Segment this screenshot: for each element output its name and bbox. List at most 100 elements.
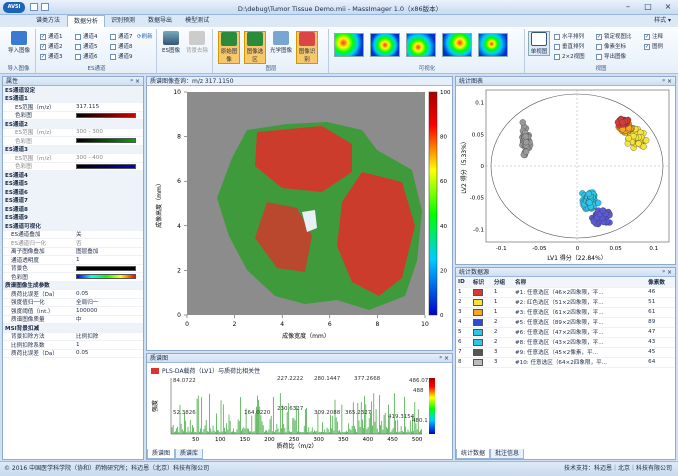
property-row[interactable]: ES通道2 <box>3 120 143 129</box>
property-row[interactable]: 质谱图像生成参数 <box>3 281 143 290</box>
table-row[interactable]: 7 3 #9: 任意选区（45×2像素，平... 45 <box>456 347 675 357</box>
property-row[interactable]: ES通道3 <box>3 145 143 154</box>
property-value[interactable] <box>73 163 143 169</box>
property-value[interactable]: 300 - 400 <box>76 154 103 161</box>
spectrum-pin-icon[interactable]: ᵖ × <box>439 355 449 362</box>
property-row[interactable]: 背景扣除方法 比例扣除 <box>3 333 143 341</box>
channel-5-checkbox[interactable]: 通道5 <box>75 42 98 50</box>
property-value[interactable]: 比例扣除 <box>76 334 99 341</box>
optical-image-button[interactable]: 光学图像 <box>270 31 292 54</box>
property-row[interactable]: 色彩图 <box>3 273 143 282</box>
lock-ratio-checkbox[interactable]: ✓ 锁定视图比 <box>596 33 632 40</box>
table-header[interactable]: 标识 <box>472 279 485 286</box>
tab-0[interactable]: 谱类方法 <box>36 17 61 24</box>
table-header[interactable]: ID <box>458 278 465 285</box>
property-row[interactable]: 色彩图 <box>3 137 143 146</box>
property-row[interactable]: 背景色 <box>3 265 143 273</box>
property-row[interactable]: ES通道7 <box>3 196 143 205</box>
scores-plot[interactable]: -0.1 -0.05 0 0.05 0.1 0.1 0.05 0 -0.05 -0.1 LV2 得… <box>456 86 675 264</box>
colormap-thumb-2[interactable] <box>370 33 400 57</box>
legend-checkbox[interactable]: ✓ 图例 <box>644 43 664 50</box>
table-row[interactable]: 6 2 #8: 任意选区（43×2四象限，平... 43 <box>456 337 675 347</box>
channel-1-checkbox[interactable]: ✓ 通道1 <box>40 33 63 40</box>
property-value[interactable]: 100000 <box>76 307 98 314</box>
channel-2-checkbox[interactable]: ✓ 通道2 <box>40 43 63 50</box>
spectrum-tab[interactable]: 质谱图 <box>147 449 176 459</box>
property-row[interactable]: ES通道叠加 关 <box>3 231 143 239</box>
property-row[interactable]: 强度阈值（int.） 100000 <box>3 307 143 316</box>
property-row[interactable]: ES通道设定 <box>3 86 143 95</box>
property-row[interactable]: ES通道归一化 否 <box>3 239 143 248</box>
tab-4[interactable]: 模型测试 <box>185 17 210 24</box>
property-value[interactable]: 1 <box>76 341 80 348</box>
property-value[interactable]: 关 <box>76 232 82 239</box>
scores-pin-icon[interactable]: ᵖ × <box>662 78 672 85</box>
colormap-thumb-4[interactable] <box>442 33 472 57</box>
image-recognition-button[interactable]: 图像识别 <box>296 31 318 64</box>
table-row[interactable]: 5 2 #6: 任意选区（47×2四象限，平... 47 <box>456 327 675 337</box>
annotation-checkbox[interactable]: ✓ 注释 <box>644 33 664 40</box>
property-row[interactable]: 质荷比误差（Da） 0.05 <box>3 290 143 299</box>
table-row[interactable]: 3 1 #3: 任意选区（61×2四象限，平... 61 <box>456 307 675 317</box>
property-value[interactable] <box>73 265 143 271</box>
property-value[interactable] <box>73 138 143 144</box>
colormap-thumb-1[interactable] <box>334 33 364 57</box>
property-value[interactable]: 全局归一 <box>76 300 99 307</box>
channel-3-checkbox[interactable]: ✓ 通道3 <box>40 53 63 60</box>
table-row[interactable]: 1 1 #1: 任意选区（46×2四象限，平... 46 <box>456 287 675 297</box>
property-row[interactable]: 强度值归一化 全局归一 <box>3 299 143 307</box>
property-value[interactable]: 317.115 <box>76 103 100 110</box>
property-row[interactable]: ES范围（m/z） 300 - 400 <box>3 154 143 163</box>
property-value[interactable]: 否 <box>76 240 82 247</box>
property-value[interactable]: 300 - 300 <box>76 129 103 136</box>
channel-7-checkbox[interactable]: 通道7 <box>110 32 133 40</box>
grid-layout-option[interactable]: 2×2视图 <box>554 52 585 60</box>
table-row[interactable]: 2 1 #2: 红色选区（51×2四象限，平... 51 <box>456 297 675 307</box>
property-value[interactable]: 中 <box>76 317 82 324</box>
property-row[interactable]: ES范围（m/z） 317.115 <box>3 103 143 112</box>
property-row[interactable]: 质荷比误差（Da） 0.05 <box>3 350 143 358</box>
single-view-button[interactable]: 单视图 <box>528 31 550 56</box>
pin-icon[interactable]: ᵖ × <box>130 78 140 85</box>
property-value[interactable]: 0.05 <box>76 350 89 357</box>
save-quick-icon[interactable] <box>30 3 38 11</box>
channel-4-checkbox[interactable]: 通道4 <box>75 32 98 40</box>
close-button[interactable]: × <box>664 2 672 11</box>
notes-tab[interactable]: 批注信息 <box>490 449 525 459</box>
raw-image-button[interactable]: 原始图像 <box>218 31 240 64</box>
maximize-button[interactable]: □ <box>644 2 652 11</box>
property-row[interactable]: ES通道可视化 <box>3 222 143 231</box>
undo-quick-icon[interactable] <box>41 3 49 11</box>
table-header[interactable]: 像素数 <box>648 279 665 286</box>
property-row[interactable]: ES范围（m/z） 300 - 300 <box>3 129 143 137</box>
channel-9-checkbox[interactable]: 通道9 <box>110 52 133 60</box>
property-row[interactable]: 离子图像叠加 图层叠加 <box>3 248 143 256</box>
channel-6-checkbox[interactable]: 通道6 <box>75 52 98 60</box>
library-tab[interactable]: 质谱库 <box>175 449 204 459</box>
stats-tab[interactable]: 统计数据 <box>456 449 491 459</box>
tab-1[interactable]: 数据分析 <box>67 15 106 27</box>
table-pin-icon[interactable]: ᵖ × <box>662 269 672 276</box>
import-image-button[interactable]: 导入图像 <box>8 31 30 54</box>
image-selection-button[interactable]: 图像选区 <box>244 31 266 64</box>
refresh-button[interactable]: ⟳刷新 <box>137 34 153 40</box>
vertical-layout-option[interactable]: 垂直排列 <box>554 42 584 50</box>
property-row[interactable]: ES通道6 <box>3 188 143 197</box>
property-row[interactable]: 比例扣除系数 1 <box>3 341 143 350</box>
tab-2[interactable]: 识别预测 <box>111 17 136 24</box>
style-dropdown[interactable]: 样式 ▾ <box>654 17 671 24</box>
horizontal-layout-option[interactable]: 水平排列 <box>554 32 584 40</box>
property-row[interactable]: 质谱图像质量 中 <box>3 316 143 324</box>
property-value[interactable] <box>73 274 143 280</box>
property-value[interactable]: 1 <box>76 256 80 263</box>
property-row[interactable]: 色彩图 <box>3 163 143 171</box>
table-row[interactable]: 8 3 #10: 任意选区（64×2四象限，平... 64 <box>456 357 675 367</box>
background-remove-button[interactable]: 背景去除 <box>186 31 208 54</box>
property-value[interactable]: 0.05 <box>76 290 89 297</box>
property-row[interactable]: ES通道5 <box>3 179 143 188</box>
pixel-coords-checkbox[interactable]: 像素坐标 <box>596 42 626 50</box>
channel-8-checkbox[interactable]: 通道8 <box>110 42 133 50</box>
property-value[interactable] <box>73 112 143 118</box>
property-row[interactable]: ES通道9 <box>3 213 143 222</box>
